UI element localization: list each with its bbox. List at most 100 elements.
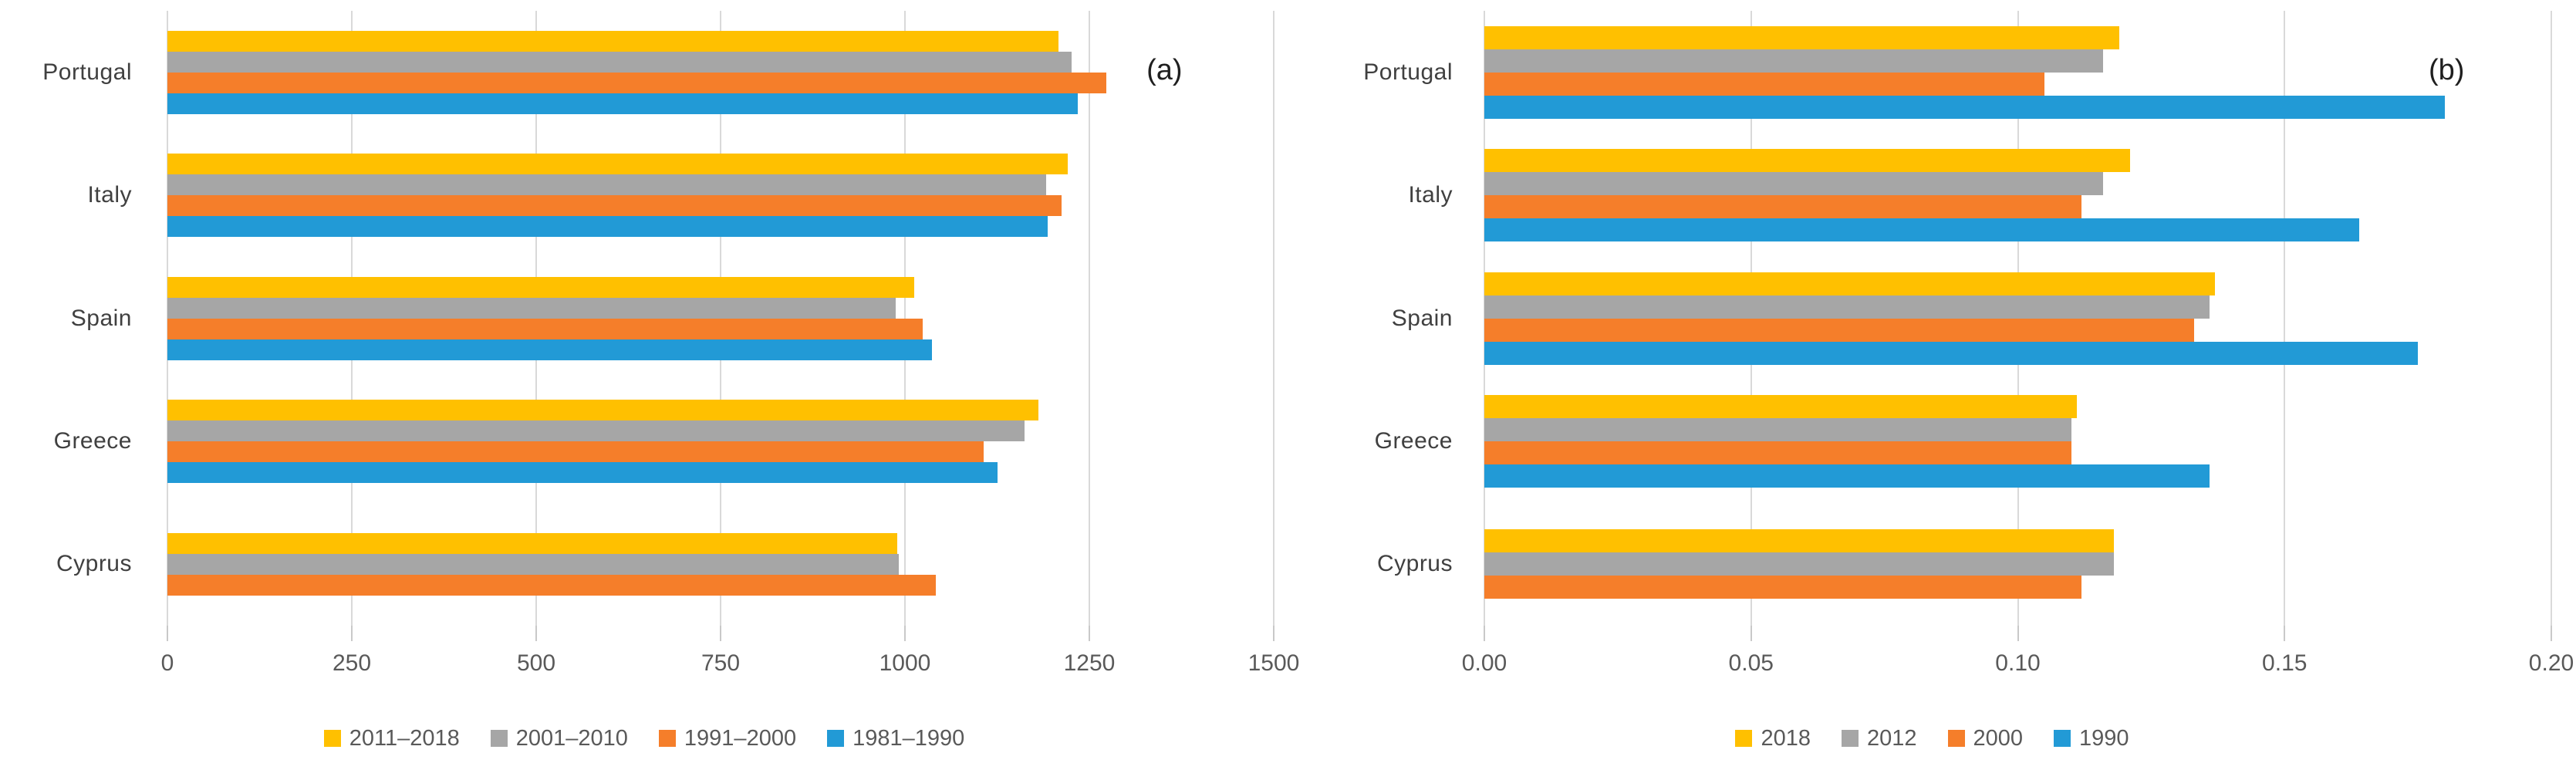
tick-mark-0 [167, 626, 168, 641]
bar-italy-1990 [1484, 218, 2360, 242]
legend-item-2018: 2018 [1735, 726, 1811, 751]
legend-label: 2001–2010 [515, 725, 628, 751]
tick-mark-0.20 [2551, 626, 2552, 641]
bar-greece-1990 [1484, 464, 2210, 488]
category-label-cell: Italy [1288, 133, 1484, 256]
category-label-greece: Greece [53, 427, 132, 454]
legend-label: 2012 [1866, 725, 1917, 751]
bar-greece-2000 [1484, 441, 2071, 464]
bar-portugal-1991-2000 [167, 72, 1106, 93]
tick-mark-1250 [1089, 626, 1090, 641]
category-axis-a: Portugal Italy Spain Greece Cyprus [0, 11, 167, 626]
legend-label: 1990 [2079, 725, 2129, 751]
category-label-cyprus: Cyprus [56, 551, 132, 577]
legend-item-2011-2018: 2011–2018 [323, 725, 460, 751]
legend-label: 2011–2018 [349, 725, 460, 751]
bar-spain-2018 [1484, 272, 2216, 295]
x-axis-spacer-a [0, 626, 167, 697]
category-label-cyprus: Cyprus [1376, 551, 1453, 577]
bar-group-portugal [167, 11, 1274, 133]
bar-spain-1991-2000 [167, 318, 923, 339]
bar-group-portugal [1484, 11, 2551, 133]
bar-italy-2011-2018 [167, 154, 1069, 175]
gridline-1250 [1089, 11, 1090, 626]
bar-spain-2012 [1484, 295, 2210, 319]
gridline-0.20 [2551, 11, 2552, 626]
tick-mark-500 [535, 626, 537, 641]
category-label-portugal: Portugal [1363, 59, 1453, 85]
category-label-spain: Spain [1391, 305, 1453, 331]
bar-group-spain [167, 257, 1274, 380]
category-label-cell: Portugal [0, 11, 167, 133]
bar-portugal-2000 [1484, 72, 2045, 96]
legend-b: 2018 2012 2000 1990 [1288, 697, 2576, 780]
legend-swatch-icon [1735, 730, 1753, 747]
legend-swatch-icon [1947, 730, 1965, 747]
panel-label-a: (a) [1146, 53, 1183, 86]
legend-swatch-icon [827, 730, 845, 747]
category-label-portugal: Portugal [42, 59, 132, 85]
category-label-spain: Spain [70, 305, 132, 331]
bar-portugal-1981-1990 [167, 93, 1078, 114]
bar-portugal-2001-2010 [167, 51, 1072, 73]
category-label-italy: Italy [87, 182, 132, 208]
plot-area-a: Portugal Italy Spain Greece Cyprus (a) [0, 11, 1288, 626]
bar-portugal-2012 [1484, 49, 2104, 73]
tick-mark-250 [350, 626, 353, 641]
gridline-1500 [1273, 11, 1274, 626]
gridline-0.15 [2284, 11, 2286, 626]
tick-label-0.10: 0.10 [1995, 650, 2041, 676]
legend-swatch-icon [2054, 730, 2071, 747]
bar-italy-2012 [1484, 172, 2104, 196]
legend-label: 1981–1990 [852, 725, 965, 751]
category-axis-b: Portugal Italy Spain Greece Cyprus [1288, 11, 1484, 626]
bar-greece-1981-1990 [167, 461, 998, 483]
bars-area-b: (b) [1484, 11, 2552, 626]
legend-item-1981-1990: 1981–1990 [827, 726, 964, 751]
category-label-cell: Spain [1288, 257, 1484, 380]
bar-group-italy [1484, 133, 2551, 256]
tick-label-0.00: 0.00 [1461, 650, 1507, 676]
legend-a: 2011–2018 2001–2010 1991–2000 1981–1990 [0, 697, 1288, 780]
x-axis-a: 0 250 500 750 1000 1250 1500 [0, 626, 1299, 697]
bar-cyprus-2018 [1484, 529, 2114, 553]
legend-item-2012: 2012 [1841, 725, 1917, 751]
tick-label-0.15: 0.15 [2262, 650, 2308, 676]
bar-rows-a [167, 11, 1274, 626]
bar-cyprus-2012 [1484, 552, 2114, 576]
x-axis-ticks-b: 0.00 0.05 0.10 0.15 0.20 [1462, 626, 2574, 697]
bar-spain-2011-2018 [167, 276, 915, 298]
bar-greece-2001-2010 [167, 420, 1025, 441]
bar-cyprus-1991-2000 [167, 574, 937, 596]
chart-panel-a: Portugal Italy Spain Greece Cyprus (a) 0 250 5… [0, 11, 1299, 780]
legend-label: 1991–2000 [684, 725, 797, 751]
bar-group-greece [167, 380, 1274, 502]
legend-label: 2018 [1761, 725, 1811, 751]
bar-portugal-2011-2018 [167, 30, 1058, 52]
tick-label-250: 250 [332, 650, 372, 676]
legend-item-2001-2010: 2001–2010 [490, 725, 628, 751]
bar-greece-1991-2000 [167, 441, 984, 462]
bar-spain-2000 [1484, 318, 2194, 342]
bar-spain-2001-2010 [167, 297, 896, 319]
tick-label-500: 500 [516, 650, 556, 676]
bar-group-cyprus [1484, 503, 2551, 626]
category-label-cell: Cyprus [0, 503, 167, 626]
tick-label-750: 750 [701, 650, 741, 676]
x-axis-ticks-a: 0 250 500 750 1000 1250 1500 [161, 626, 1299, 697]
bar-greece-2018 [1484, 394, 2077, 418]
plot-area-b: Portugal Italy Spain Greece Cyprus (b) [1288, 11, 2576, 626]
bar-cyprus-2001-2010 [167, 553, 900, 575]
tick-mark-0.05 [1750, 626, 1752, 641]
bar-group-cyprus [167, 503, 1274, 626]
bar-spain-1981-1990 [167, 339, 933, 360]
tick-label-1000: 1000 [879, 650, 931, 676]
bar-italy-2018 [1484, 149, 2130, 173]
tick-mark-750 [720, 626, 721, 641]
category-label-cell: Portugal [1288, 11, 1484, 133]
bars-area-a: (a) [167, 11, 1274, 626]
bar-group-greece [1484, 380, 2551, 502]
category-label-cell: Greece [1288, 380, 1484, 502]
tick-label-0.05: 0.05 [1728, 650, 1774, 676]
